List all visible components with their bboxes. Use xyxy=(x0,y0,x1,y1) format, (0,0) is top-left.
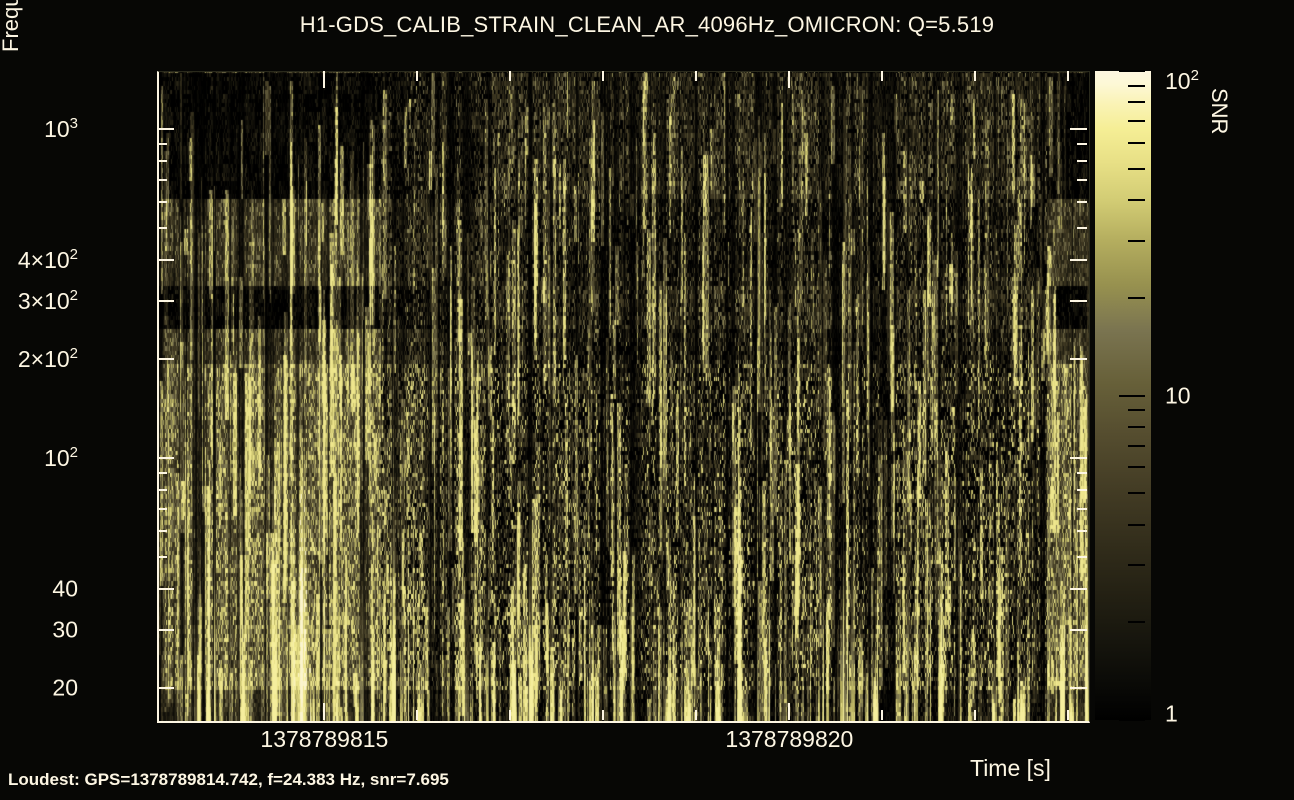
colorbar-tick-label: 102 xyxy=(1165,67,1199,94)
colorbar-tick-major xyxy=(1119,394,1145,397)
y-tick-mark xyxy=(157,143,167,145)
colorbar-tick-minor xyxy=(1128,101,1145,104)
y-tick-label: 102 xyxy=(44,444,78,471)
x-tick-label: 1378789815 xyxy=(260,726,389,752)
x-tick-mark xyxy=(881,710,884,720)
y-tick-mark-right xyxy=(1077,227,1087,230)
y-tick-mark xyxy=(157,457,174,460)
figure-title: H1-GDS_CALIB_STRAIN_CLEAN_AR_4096Hz_OMIC… xyxy=(299,12,995,37)
colorbar-tick-minor xyxy=(1128,621,1145,624)
x-tick-mark-top xyxy=(881,71,884,81)
colorbar-title: SNR xyxy=(1207,88,1232,135)
colorbar-tick-label: 1 xyxy=(1165,700,1178,727)
y-tick-mark-right xyxy=(1077,488,1087,491)
y-tick-mark-right xyxy=(1070,127,1087,130)
y-tick-mark-right xyxy=(1077,159,1087,162)
x-tick-mark xyxy=(323,703,326,720)
x-tick-mark-top xyxy=(1067,71,1070,81)
y-axis-title: Frequency [Hz] xyxy=(0,0,24,52)
colorbar-tick-minor xyxy=(1128,564,1145,567)
x-tick-label: 1378789820 xyxy=(725,726,854,752)
y-tick-label: 3×102 xyxy=(17,287,78,314)
y-tick-mark-right xyxy=(1070,687,1087,690)
y-tick-mark-right xyxy=(1070,357,1087,360)
x-axis-title: Time [s] xyxy=(970,755,1051,781)
y-tick-mark xyxy=(157,159,167,162)
colorbar-tick-major xyxy=(1119,70,1145,72)
y-tick-label: 2×102 xyxy=(17,345,78,372)
colorbar-tick-major xyxy=(1119,719,1145,721)
x-tick-mark-top xyxy=(695,71,698,81)
x-tick-mark-top xyxy=(416,71,419,81)
y-tick-mark xyxy=(157,508,167,511)
x-tick-mark xyxy=(1067,710,1070,720)
colorbar-tick-minor xyxy=(1128,409,1145,412)
y-tick-mark xyxy=(157,300,174,303)
plot-area xyxy=(157,71,1090,723)
x-tick-mark-top xyxy=(323,71,326,88)
colorbar-tick-minor xyxy=(1128,239,1145,242)
y-tick-mark xyxy=(157,629,174,632)
y-tick-label: 30 xyxy=(52,616,78,643)
y-tick-mark xyxy=(157,227,167,230)
colorbar-tick-minor xyxy=(1128,167,1145,170)
y-tick-mark xyxy=(157,258,174,261)
x-tick-mark xyxy=(416,710,419,720)
colorbar-tick-minor xyxy=(1128,444,1145,447)
colorbar-tick-minor xyxy=(1128,466,1145,469)
y-tick-label: 40 xyxy=(52,575,78,602)
x-tick-mark-top xyxy=(602,71,605,81)
y-tick-mark-right xyxy=(1077,556,1087,559)
y-tick-mark-right xyxy=(1070,457,1087,460)
x-tick-mark xyxy=(602,710,605,720)
y-tick-label: 4×102 xyxy=(17,246,78,273)
y-tick-mark xyxy=(157,357,174,360)
y-tick-mark-right xyxy=(1070,258,1087,261)
y-tick-mark xyxy=(157,588,174,591)
y-tick-mark xyxy=(157,556,167,559)
y-tick-mark-right xyxy=(1077,143,1087,145)
colorbar-tick-minor xyxy=(1128,84,1145,87)
x-tick-mark xyxy=(788,703,791,720)
x-tick-mark-top xyxy=(974,71,977,81)
colorbar-tick-minor xyxy=(1128,492,1145,495)
y-tick-mark-right xyxy=(1070,629,1087,632)
colorbar-tick-minor xyxy=(1128,523,1145,526)
y-tick-mark xyxy=(157,530,167,533)
colorbar-tick-minor xyxy=(1128,425,1145,428)
y-tick-mark-right xyxy=(1077,200,1087,203)
y-tick-mark-right xyxy=(1077,508,1087,511)
y-tick-mark xyxy=(157,687,174,690)
spectrogram-image xyxy=(159,72,1089,721)
y-tick-mark xyxy=(157,488,167,491)
y-tick-mark xyxy=(157,178,167,181)
x-tick-mark-top xyxy=(509,71,512,81)
y-tick-mark xyxy=(157,472,167,475)
y-tick-mark-right xyxy=(1077,178,1087,181)
spectrogram-canvas xyxy=(159,72,1089,721)
y-tick-mark-right xyxy=(1070,588,1087,591)
colorbar-tick-minor xyxy=(1128,141,1145,144)
loudest-event-caption: Loudest: GPS=1378789814.742, f=24.383 Hz… xyxy=(8,770,449,789)
x-tick-mark xyxy=(509,710,512,720)
colorbar-tick-minor xyxy=(1128,296,1145,299)
y-tick-mark-right xyxy=(1077,472,1087,475)
x-tick-mark xyxy=(695,710,698,720)
x-tick-mark-top xyxy=(788,71,791,88)
y-tick-mark xyxy=(157,200,167,203)
y-tick-label: 103 xyxy=(44,115,78,142)
x-tick-mark xyxy=(974,710,977,720)
y-tick-mark xyxy=(157,127,174,130)
colorbar-tick-minor xyxy=(1128,120,1145,123)
y-tick-mark-right xyxy=(1070,300,1087,303)
colorbar-tick-minor xyxy=(1128,199,1145,202)
y-tick-mark-right xyxy=(1077,530,1087,533)
colorbar-tick-label: 10 xyxy=(1165,382,1191,408)
y-tick-label: 20 xyxy=(52,674,78,701)
